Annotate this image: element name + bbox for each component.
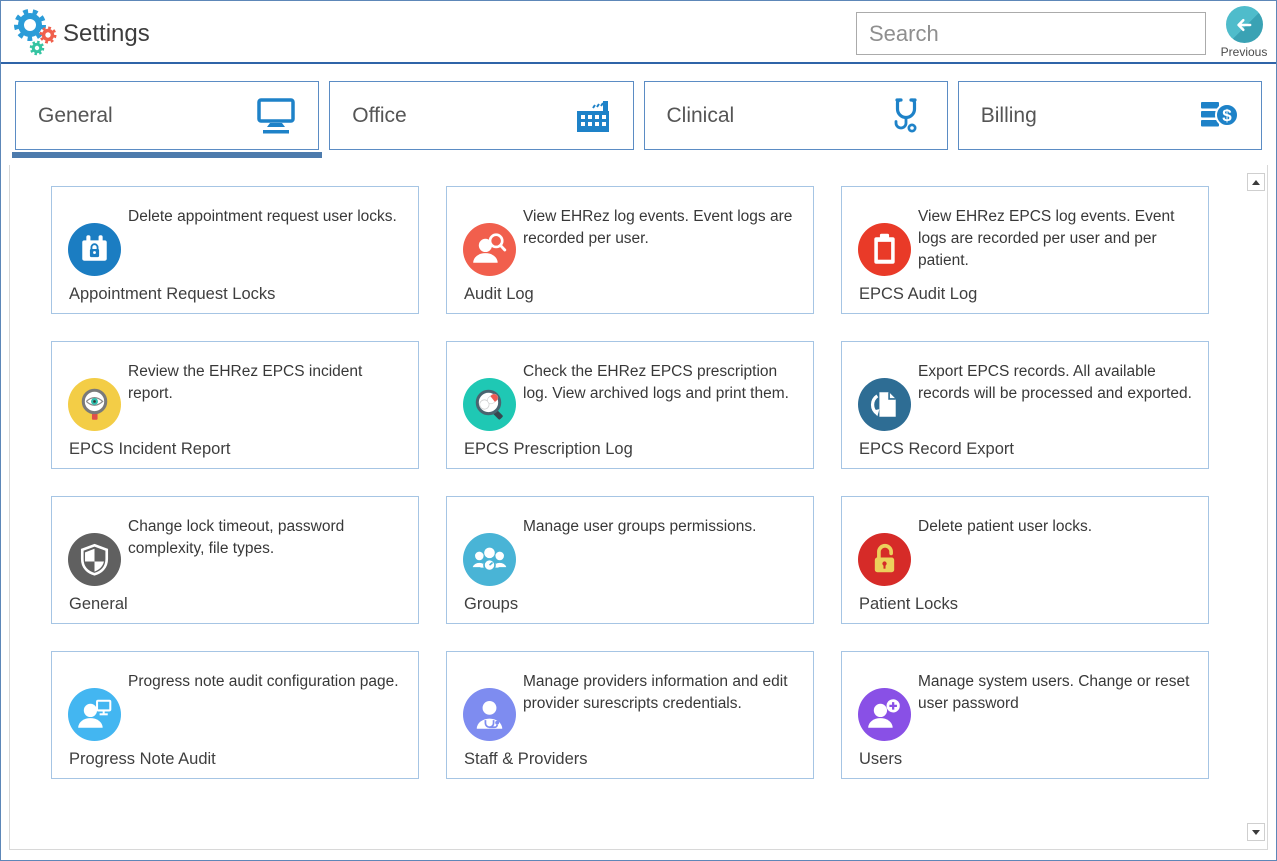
settings-content-panel: Delete appointment request user locks. A… (9, 165, 1268, 850)
card-description: Delete appointment request user locks. (128, 208, 397, 225)
card-title: EPCS Audit Log (859, 285, 978, 303)
card-description: Manage system users. Change or reset use… (918, 673, 1190, 712)
card-appointment-request-locks[interactable]: Delete appointment request user locks. A… (51, 186, 419, 314)
tab-general[interactable]: General (11, 81, 323, 158)
card-audit-log[interactable]: View EHRez log events. Event logs are re… (446, 186, 814, 314)
settings-card-grid: Delete appointment request user locks. A… (51, 186, 1209, 779)
settings-gears-icon (9, 6, 61, 58)
document-export-icon (858, 378, 911, 431)
card-epcs-prescription-log[interactable]: Check the EHRez EPCS prescription log. V… (446, 341, 814, 469)
card-description: Review the EHRez EPCS incident report. (128, 363, 363, 402)
card-title: EPCS Prescription Log (464, 440, 633, 458)
card-description: Delete patient user locks. (918, 518, 1093, 535)
monitor-icon (254, 97, 298, 135)
card-title: Patient Locks (859, 595, 959, 613)
card-title: Staff & Providers (464, 750, 588, 768)
card-title: EPCS Incident Report (69, 440, 231, 458)
tab-office[interactable]: Office (329, 81, 634, 150)
card-description: Manage user groups permissions. (523, 518, 757, 535)
shield-icon (68, 533, 121, 586)
card-users[interactable]: Manage system users. Change or reset use… (841, 651, 1209, 779)
card-epcs-audit-log[interactable]: View EHRez EPCS log events. Event logs a… (841, 186, 1209, 314)
user-group-icon (463, 533, 516, 586)
card-epcs-incident-report[interactable]: Review the EHRez EPCS incident report. E… (51, 341, 419, 469)
card-description: Progress note audit configuration page. (128, 673, 399, 690)
magnifier-pills-icon (463, 378, 516, 431)
card-epcs-record-export[interactable]: Export EPCS records. All available recor… (841, 341, 1209, 469)
scrollbar-down-button[interactable] (1247, 823, 1265, 841)
settings-tabstrip: General Office (11, 81, 1262, 158)
card-patient-locks[interactable]: Delete patient user locks. Patient Locks (841, 496, 1209, 624)
page-title: Settings (63, 20, 150, 47)
card-title: Groups (464, 595, 519, 613)
card-description: Change lock timeout, password complexity… (128, 518, 345, 557)
tab-billing[interactable]: Billing $ (957, 81, 1262, 150)
tab-clinical[interactable]: Clinical (643, 81, 948, 150)
person-plus-icon (858, 688, 911, 741)
card-title: Audit Log (464, 285, 534, 303)
card-general[interactable]: Change lock timeout, password complexity… (51, 496, 419, 624)
card-title: EPCS Record Export (859, 440, 1014, 458)
money-icon: $ (1199, 98, 1241, 134)
card-description: Export EPCS records. All available recor… (918, 363, 1192, 402)
card-groups[interactable]: Manage user groups permissions. Groups (446, 496, 814, 624)
magnifier-eye-icon (68, 378, 121, 431)
padlock-icon (858, 533, 911, 586)
header-bar: Settings Previous (1, 1, 1276, 64)
search-input[interactable] (856, 12, 1206, 55)
card-title: Users (859, 750, 903, 768)
clipboard-icon (858, 223, 911, 276)
scroll-down-icon (1252, 829, 1260, 835)
card-description: View EHRez log events. Event logs are re… (523, 208, 793, 247)
card-title: Progress Note Audit (69, 750, 216, 768)
doctor-icon (463, 688, 516, 741)
card-title: General (69, 595, 128, 613)
card-progress-note-audit[interactable]: Progress note audit configuration page. … (51, 651, 419, 779)
card-staff-providers[interactable]: Manage providers information and edit pr… (446, 651, 814, 779)
back-arrow-icon (1225, 6, 1263, 43)
previous-button[interactable]: Previous (1218, 6, 1270, 59)
card-description: Manage providers information and edit pr… (523, 673, 788, 712)
svg-text:$: $ (1222, 106, 1232, 125)
calendar-lock-icon (68, 223, 121, 276)
person-monitor-icon (68, 688, 121, 741)
card-description: View EHRez EPCS log events. Event logs a… (918, 208, 1175, 269)
previous-label: Previous (1220, 45, 1268, 59)
stethoscope-icon (889, 97, 927, 135)
person-magnifier-icon (463, 223, 516, 276)
card-title: Appointment Request Locks (69, 285, 276, 303)
factory-icon (573, 98, 613, 134)
card-description: Check the EHRez EPCS prescription log. V… (523, 363, 789, 402)
scroll-up-icon (1252, 179, 1260, 185)
scrollbar-up-button[interactable] (1247, 173, 1265, 191)
